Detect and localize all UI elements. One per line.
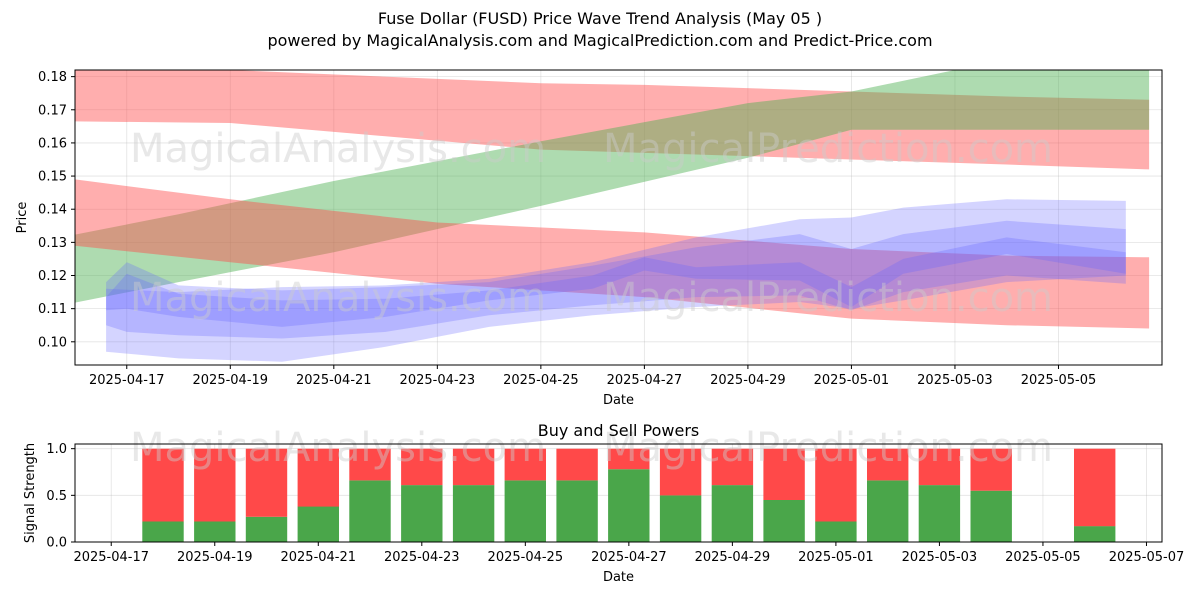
sell-bar: [1074, 448, 1116, 527]
top-x-tick-label: 2025-05-03: [917, 373, 993, 388]
buy-bar: [401, 485, 443, 542]
bottom-y-tick-label: 0.0: [46, 536, 67, 551]
top-x-tick-label: 2025-04-17: [89, 373, 165, 388]
sell-bar: [763, 448, 805, 500]
sell-bar: [659, 448, 702, 496]
bottom-x-tick-label: 2025-05-07: [1109, 550, 1185, 565]
bottom-x-tick-label: 2025-04-27: [591, 550, 667, 565]
buy-bar: [918, 485, 961, 542]
bottom-x-tick-label: 2025-04-21: [280, 550, 356, 565]
sell-bar: [142, 448, 184, 522]
bottom-x-tick-label: 2025-05-03: [902, 550, 978, 565]
top-y-tick-label: 0.16: [38, 136, 67, 151]
buy-bar: [142, 521, 184, 542]
bottom-bars: [142, 448, 1116, 542]
top-x-tick-label: 2025-04-19: [193, 373, 269, 388]
buy-bar: [970, 490, 1012, 542]
top-gridlines: [75, 70, 1162, 365]
top-y-tick-label: 0.18: [38, 70, 67, 85]
chart-subtitle: powered by MagicalAnalysis.com and Magic…: [267, 31, 933, 50]
sell-bar: [867, 448, 909, 481]
top-x-tick-label: 2025-05-05: [1021, 373, 1097, 388]
bottom-plot-frame: [74, 443, 1163, 543]
top-plot-frame: [74, 69, 1163, 366]
bottom-y-axis-label: Signal Strength: [23, 443, 38, 543]
sell-bar: [194, 448, 236, 522]
sell-bar: [452, 448, 495, 486]
buy-bar: [297, 506, 339, 542]
top-x-tick-label: 2025-04-29: [710, 373, 786, 388]
sell-bar: [297, 448, 339, 507]
top-x-tick-label: 2025-04-27: [607, 373, 683, 388]
bottom-x-axis-label: Date: [603, 570, 634, 585]
sell-bar: [970, 448, 1012, 491]
top-y-tick-label: 0.13: [38, 236, 67, 251]
bottom-y-tick-label: 0.5: [46, 489, 67, 504]
watermark-top-4: MagicalPrediction.com: [603, 275, 1053, 321]
watermark-top-3: MagicalAnalysis.com: [130, 275, 546, 321]
sell-bar: [556, 448, 598, 481]
top-x-tick-label: 2025-04-23: [400, 373, 476, 388]
buy-bar: [608, 469, 650, 542]
band-red-mid: [75, 179, 1150, 329]
buy-bar: [763, 500, 805, 542]
bottom-y-tick-label: 1.0: [46, 442, 67, 457]
band-blue-outer: [106, 199, 1126, 362]
top-x-axis-label: Date: [603, 393, 634, 408]
bottom-x-tick-label: 2025-04-19: [177, 550, 253, 565]
watermark-top-1: MagicalAnalysis.com: [130, 126, 546, 172]
buy-bar: [815, 521, 857, 542]
top-x-tick-label: 2025-05-01: [814, 373, 890, 388]
buy-bar: [556, 480, 598, 542]
sell-bar: [504, 448, 546, 481]
top-y-tick-label: 0.15: [38, 170, 67, 185]
watermark-bottom-2: MagicalPrediction.com: [603, 425, 1053, 471]
sell-bar: [608, 448, 650, 470]
sell-bar: [918, 448, 961, 486]
bottom-x-tick-label: 2025-04-17: [73, 550, 149, 565]
buy-bar: [194, 521, 236, 542]
buy-bar: [659, 495, 702, 542]
band-blue-core: [106, 237, 1126, 327]
buy-bar: [1074, 526, 1116, 542]
top-y-tick-label: 0.12: [38, 269, 67, 284]
band-blue-mid: [106, 220, 1126, 339]
top-x-tick-label: 2025-04-25: [503, 373, 579, 388]
sell-bar: [401, 448, 443, 486]
bottom-x-tick-label: 2025-04-25: [488, 550, 564, 565]
top-y-tick-label: 0.14: [38, 203, 67, 218]
sell-bar: [711, 448, 754, 486]
buy-bar: [245, 516, 288, 542]
sell-bar: [815, 448, 857, 522]
buy-bar: [349, 480, 391, 542]
top-y-tick-label: 0.10: [38, 335, 67, 350]
bottom-x-tick-label: 2025-05-05: [1005, 550, 1081, 565]
chart-title: Fuse Dollar (FUSD) Price Wave Trend Anal…: [377, 9, 823, 28]
buy-bar: [504, 480, 546, 542]
top-y-axis-label: Price: [15, 202, 30, 234]
sell-bar: [245, 448, 288, 517]
bottom-chart-title: Buy and Sell Powers: [538, 421, 700, 440]
top-y-tick-label: 0.17: [38, 103, 67, 118]
band-red-top: [75, 70, 1150, 170]
buy-bar: [711, 485, 754, 542]
top-y-tick-label: 0.11: [38, 302, 67, 317]
top-bands: [75, 70, 1150, 362]
watermark-top-2: MagicalPrediction.com: [603, 126, 1053, 172]
band-green-up: [75, 70, 1150, 303]
bottom-x-tick-label: 2025-04-23: [384, 550, 460, 565]
sell-bar: [349, 448, 391, 481]
top-x-tick-label: 2025-04-21: [296, 373, 372, 388]
bottom-x-tick-label: 2025-05-01: [798, 550, 874, 565]
buy-bar: [452, 485, 495, 542]
buy-bar: [867, 480, 909, 542]
watermark-bottom-1: MagicalAnalysis.com: [130, 425, 546, 471]
bottom-x-tick-label: 2025-04-29: [695, 550, 771, 565]
